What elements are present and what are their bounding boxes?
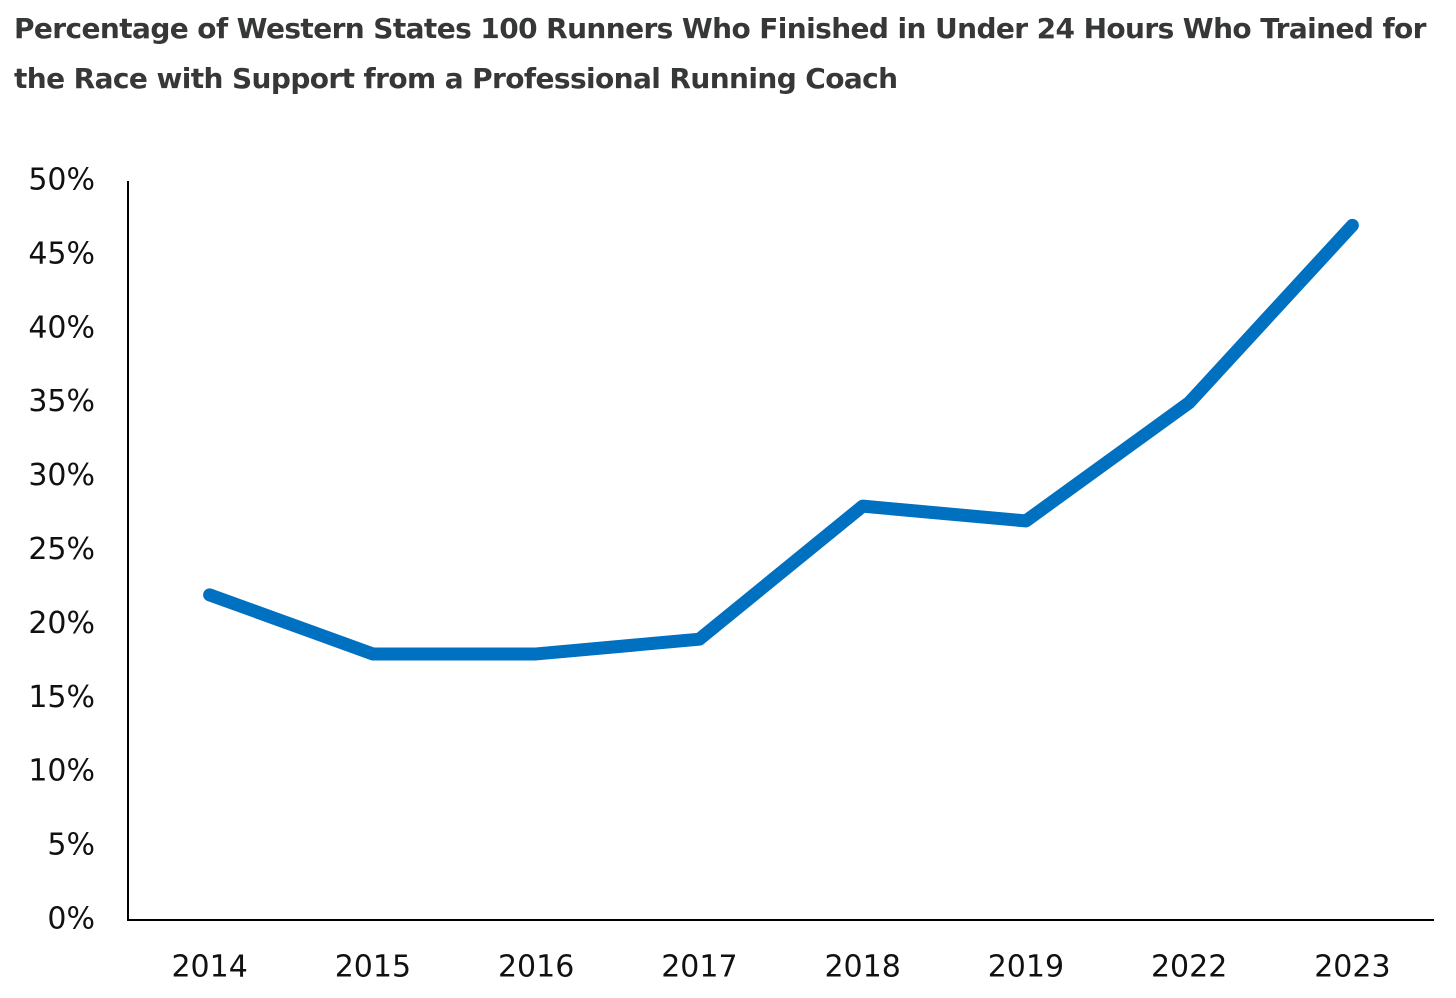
y-tick-label: 25% xyxy=(28,532,95,567)
y-tick-label: 35% xyxy=(28,384,95,419)
y-tick-label: 30% xyxy=(28,458,95,493)
x-tick-label: 2022 xyxy=(1151,950,1227,985)
y-tick-label: 5% xyxy=(47,828,95,863)
x-tick-label: 2014 xyxy=(171,950,247,985)
y-tick-label: 40% xyxy=(28,310,95,345)
x-tick-label: 2023 xyxy=(1314,950,1390,985)
y-tick-label: 0% xyxy=(47,902,95,937)
y-tick-label: 45% xyxy=(28,236,95,271)
chart-title: Percentage of Western States 100 Runners… xyxy=(14,12,1426,95)
x-tick-label: 2017 xyxy=(661,950,737,985)
x-tick-label: 2015 xyxy=(335,950,411,985)
x-tick-label: 2018 xyxy=(824,950,900,985)
x-tick-label: 2019 xyxy=(988,950,1064,985)
x-tick-label: 2016 xyxy=(498,950,574,985)
y-tick-label: 15% xyxy=(28,680,95,715)
y-tick-label: 10% xyxy=(28,754,95,789)
data-line xyxy=(203,218,1359,661)
y-tick-label: 20% xyxy=(28,606,95,641)
y-tick-label: 50% xyxy=(28,163,95,198)
